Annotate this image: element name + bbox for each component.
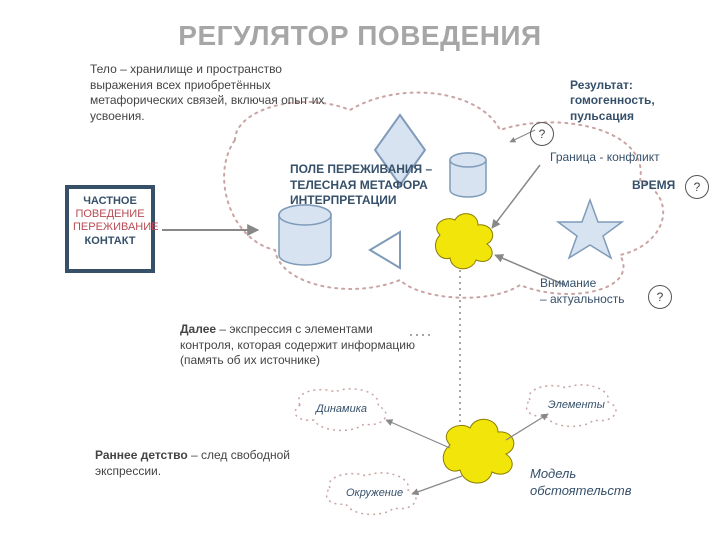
cloud-elem-label: Элементы [548, 398, 605, 412]
model-label: Модель обстоятельств [530, 466, 660, 500]
result-text: Результат: гомогенность, пульсация [570, 78, 655, 123]
attention-label: Внимание – актуальность [540, 276, 650, 307]
boundary-label: Граница - конфликт [550, 150, 660, 166]
cloud-dyn-label: Динамика [316, 402, 367, 416]
further-text: Далее – экспрессия с элементами контроля… [180, 322, 415, 369]
arrow-to-elem [506, 414, 548, 440]
further-bold: Далее [180, 322, 216, 336]
q-top: ? [530, 122, 554, 146]
result-label: Результат: гомогенность, пульсация [570, 62, 700, 124]
arrow-to-dyn [386, 420, 450, 448]
field-label: ПОЛЕ ПЕРЕЖИВАНИЯ – ТЕЛЕСНАЯ МЕТАФОРА ИНТ… [290, 162, 450, 209]
yellow-blob-top [435, 214, 492, 269]
page-title: РЕГУЛЯТОР ПОВЕДЕНИЯ [0, 20, 720, 52]
cylinder-small [450, 153, 486, 197]
cylinder-large [279, 205, 331, 265]
arrow-boundary [492, 165, 540, 228]
private-l2: ПОВЕДЕНИЕ [73, 208, 147, 221]
cloud-env-label: Окружение [346, 486, 403, 500]
early-bold: Раннее детство [95, 448, 188, 462]
arrow-to-env [412, 476, 462, 494]
private-l4: КОНТАКТ [73, 235, 147, 248]
body-intro: Тело – хранилище и пространство выражени… [90, 62, 345, 124]
private-l3: ПЕРЕЖИВАНИЕ [73, 221, 147, 234]
yellow-blob-bottom [443, 419, 514, 483]
early-text: Раннее детство – след свободной экспресс… [95, 448, 305, 479]
q-time: ? [685, 175, 709, 199]
star-shape [558, 200, 622, 258]
time-label: ВРЕМЯ [632, 178, 675, 194]
q-attention: ? [648, 285, 672, 309]
private-box: ЧАСТНОЕ ПОВЕДЕНИЕ ПЕРЕЖИВАНИЕ КОНТАКТ [65, 185, 155, 273]
private-l1: ЧАСТНОЕ [73, 195, 147, 208]
triangle-shape [370, 232, 400, 268]
